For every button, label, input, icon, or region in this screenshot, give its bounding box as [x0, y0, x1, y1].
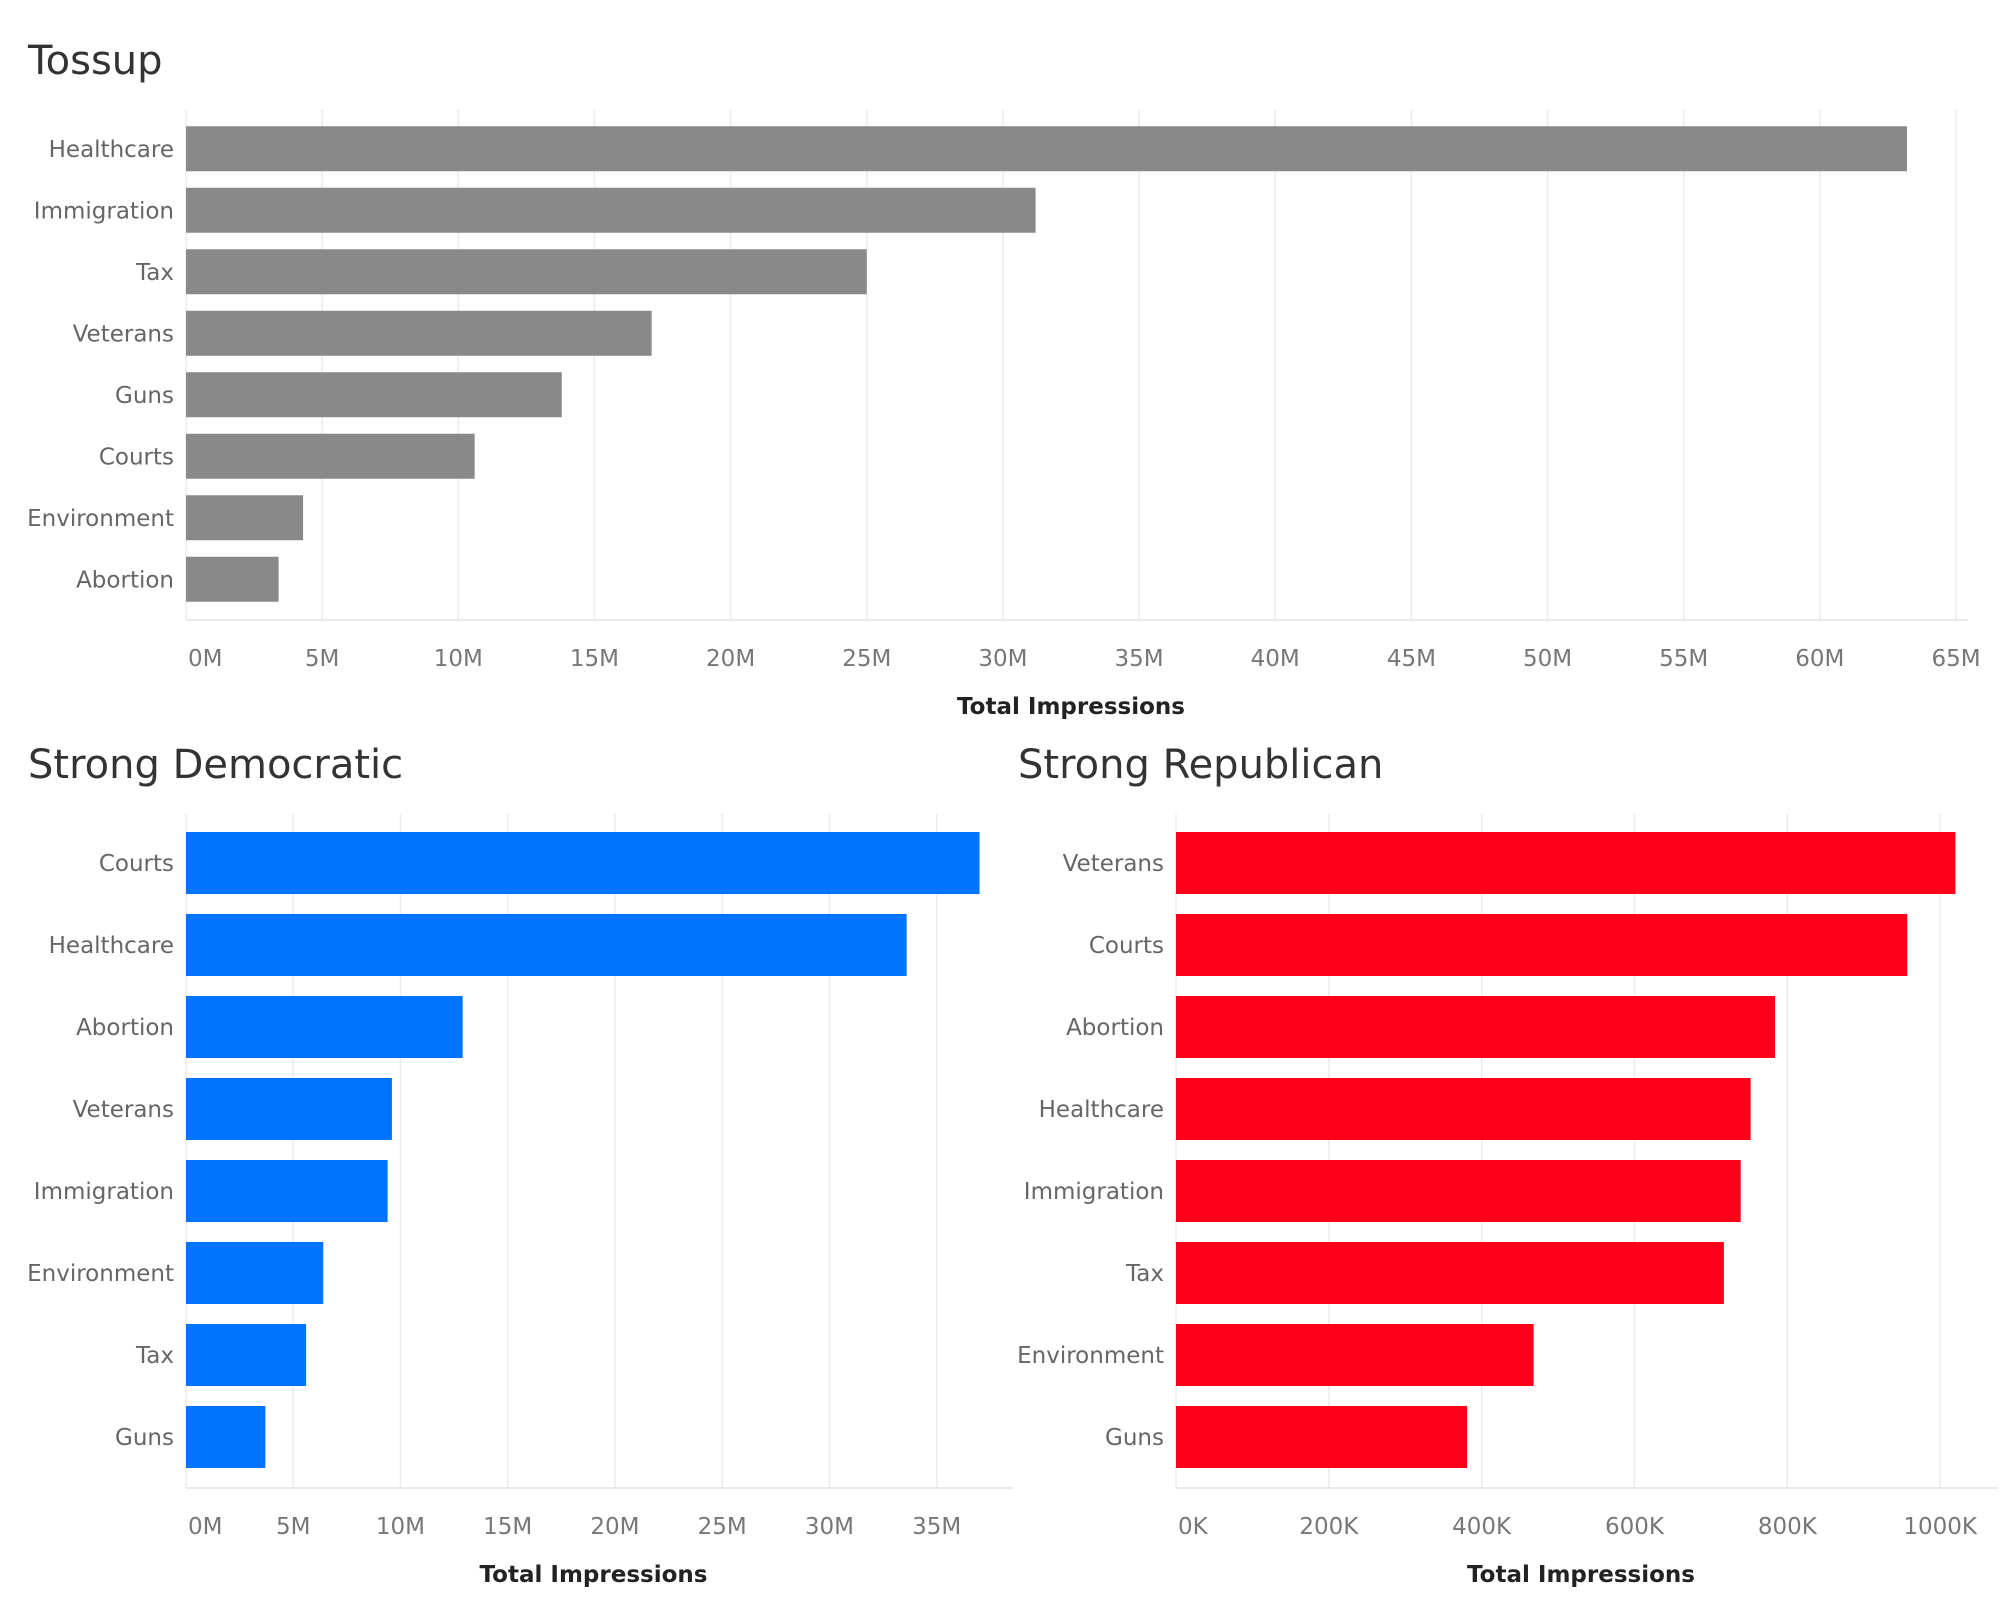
bar-guns: [186, 1406, 266, 1468]
bar-courts: [1176, 914, 1908, 976]
x-tick-label: 600K: [1605, 1514, 1665, 1540]
bar-veterans: [1176, 832, 1956, 894]
x-tick-label: 55M: [1659, 646, 1708, 672]
bar-healthcare: [186, 126, 1907, 172]
x-axis-title: Total Impressions: [957, 694, 1185, 720]
category-label: Veterans: [1063, 851, 1164, 877]
chart-title: Tossup: [28, 38, 163, 84]
bar-courts: [186, 433, 475, 479]
x-tick-label: 65M: [1931, 646, 1980, 672]
x-tick-label: 60M: [1795, 646, 1844, 672]
x-tick-label: 0K: [1178, 1514, 1209, 1540]
category-label: Courts: [99, 851, 174, 877]
x-tick-label: 800K: [1758, 1514, 1818, 1540]
category-label: Environment: [27, 1261, 174, 1287]
tossup-bar-chart: Healthcare Immigration Tax Veterans Guns Cour…: [27, 110, 1981, 720]
category-label: Immigration: [34, 1179, 174, 1205]
bar-abortion: [186, 556, 279, 602]
x-tick-label: 10M: [434, 646, 483, 672]
category-label: Tax: [135, 1343, 174, 1369]
bar-environment: [1176, 1324, 1534, 1386]
strong-republican-bar-chart: Veterans Courts Abortion Healthcare Immigrat…: [1017, 814, 1998, 1588]
bar-courts: [186, 832, 980, 894]
bar-tax: [186, 1324, 307, 1386]
x-tick-label: 40M: [1251, 646, 1300, 672]
category-label: Healthcare: [49, 137, 174, 163]
x-tick-label: 35M: [912, 1514, 961, 1540]
x-tick-label: 400K: [1452, 1514, 1512, 1540]
bar-guns: [1176, 1406, 1468, 1468]
bar-veterans: [186, 1078, 392, 1140]
category-label: Environment: [1017, 1343, 1164, 1369]
x-tick-label: 45M: [1387, 646, 1436, 672]
x-tick-label: 1000K: [1903, 1514, 1978, 1540]
x-tick-label: 35M: [1115, 646, 1164, 672]
x-tick-label: 0M: [188, 1514, 222, 1540]
bar-environment: [186, 495, 304, 541]
strong-democratic-bar-chart: Courts Healthcare Abortion Veterans Immigrat…: [27, 814, 1013, 1588]
chart-title: Strong Republican: [1018, 742, 1384, 788]
x-tick-label: 25M: [698, 1514, 747, 1540]
x-axis-title: Total Impressions: [1467, 1562, 1695, 1588]
bar-tax: [1176, 1242, 1724, 1304]
category-label: Abortion: [76, 567, 174, 593]
bar-tax: [186, 249, 867, 295]
x-tick-label: 15M: [570, 646, 619, 672]
chart-title: Strong Democratic: [28, 742, 404, 788]
category-label: Healthcare: [1039, 1097, 1164, 1123]
category-label: Environment: [27, 506, 174, 532]
strong-republican-chart-panel: Strong Republican Veterans Courts Abortion…: [1017, 742, 1998, 1588]
x-tick-label: 200K: [1299, 1514, 1359, 1540]
category-label: Abortion: [76, 1015, 174, 1041]
x-tick-label: 10M: [376, 1514, 425, 1540]
bar-immigration: [186, 1160, 388, 1222]
strong-democratic-chart-panel: Strong Democratic Courts Healthcare Aborti…: [27, 742, 1013, 1588]
category-label: Tax: [1125, 1261, 1164, 1287]
bar-veterans: [186, 310, 652, 356]
bar-immigration: [186, 187, 1036, 233]
bar-healthcare: [186, 914, 907, 976]
category-label: Veterans: [73, 321, 174, 347]
x-tick-label: 0M: [188, 646, 222, 672]
category-label: Veterans: [73, 1097, 174, 1123]
x-tick-label: 20M: [706, 646, 755, 672]
bar-abortion: [1176, 996, 1776, 1058]
bar-healthcare: [1176, 1078, 1751, 1140]
bar-immigration: [1176, 1160, 1741, 1222]
bar-environment: [186, 1242, 324, 1304]
x-tick-label: 30M: [805, 1514, 854, 1540]
category-label: Guns: [115, 1425, 174, 1451]
category-label: Immigration: [34, 198, 174, 224]
tossup-chart-panel: Tossup Healthcare Immigration Tax Veterans G…: [27, 38, 1988, 720]
x-tick-label: 5M: [305, 646, 339, 672]
category-label: Healthcare: [49, 933, 174, 959]
x-tick-label: 25M: [842, 646, 891, 672]
x-tick-label: 5M: [276, 1514, 310, 1540]
category-label: Immigration: [1024, 1179, 1164, 1205]
bar-abortion: [186, 996, 463, 1058]
x-tick-label: 15M: [483, 1514, 532, 1540]
x-tick-label: 30M: [978, 646, 1027, 672]
x-axis-title: Total Impressions: [480, 1562, 708, 1588]
category-label: Courts: [99, 444, 174, 470]
x-tick-label: 20M: [590, 1514, 639, 1540]
bar-guns: [186, 372, 562, 418]
category-label: Guns: [1105, 1425, 1164, 1451]
category-label: Abortion: [1066, 1015, 1164, 1041]
category-label: Guns: [115, 383, 174, 409]
x-tick-label: 50M: [1523, 646, 1572, 672]
category-label: Courts: [1089, 933, 1164, 959]
category-label: Tax: [135, 260, 174, 286]
